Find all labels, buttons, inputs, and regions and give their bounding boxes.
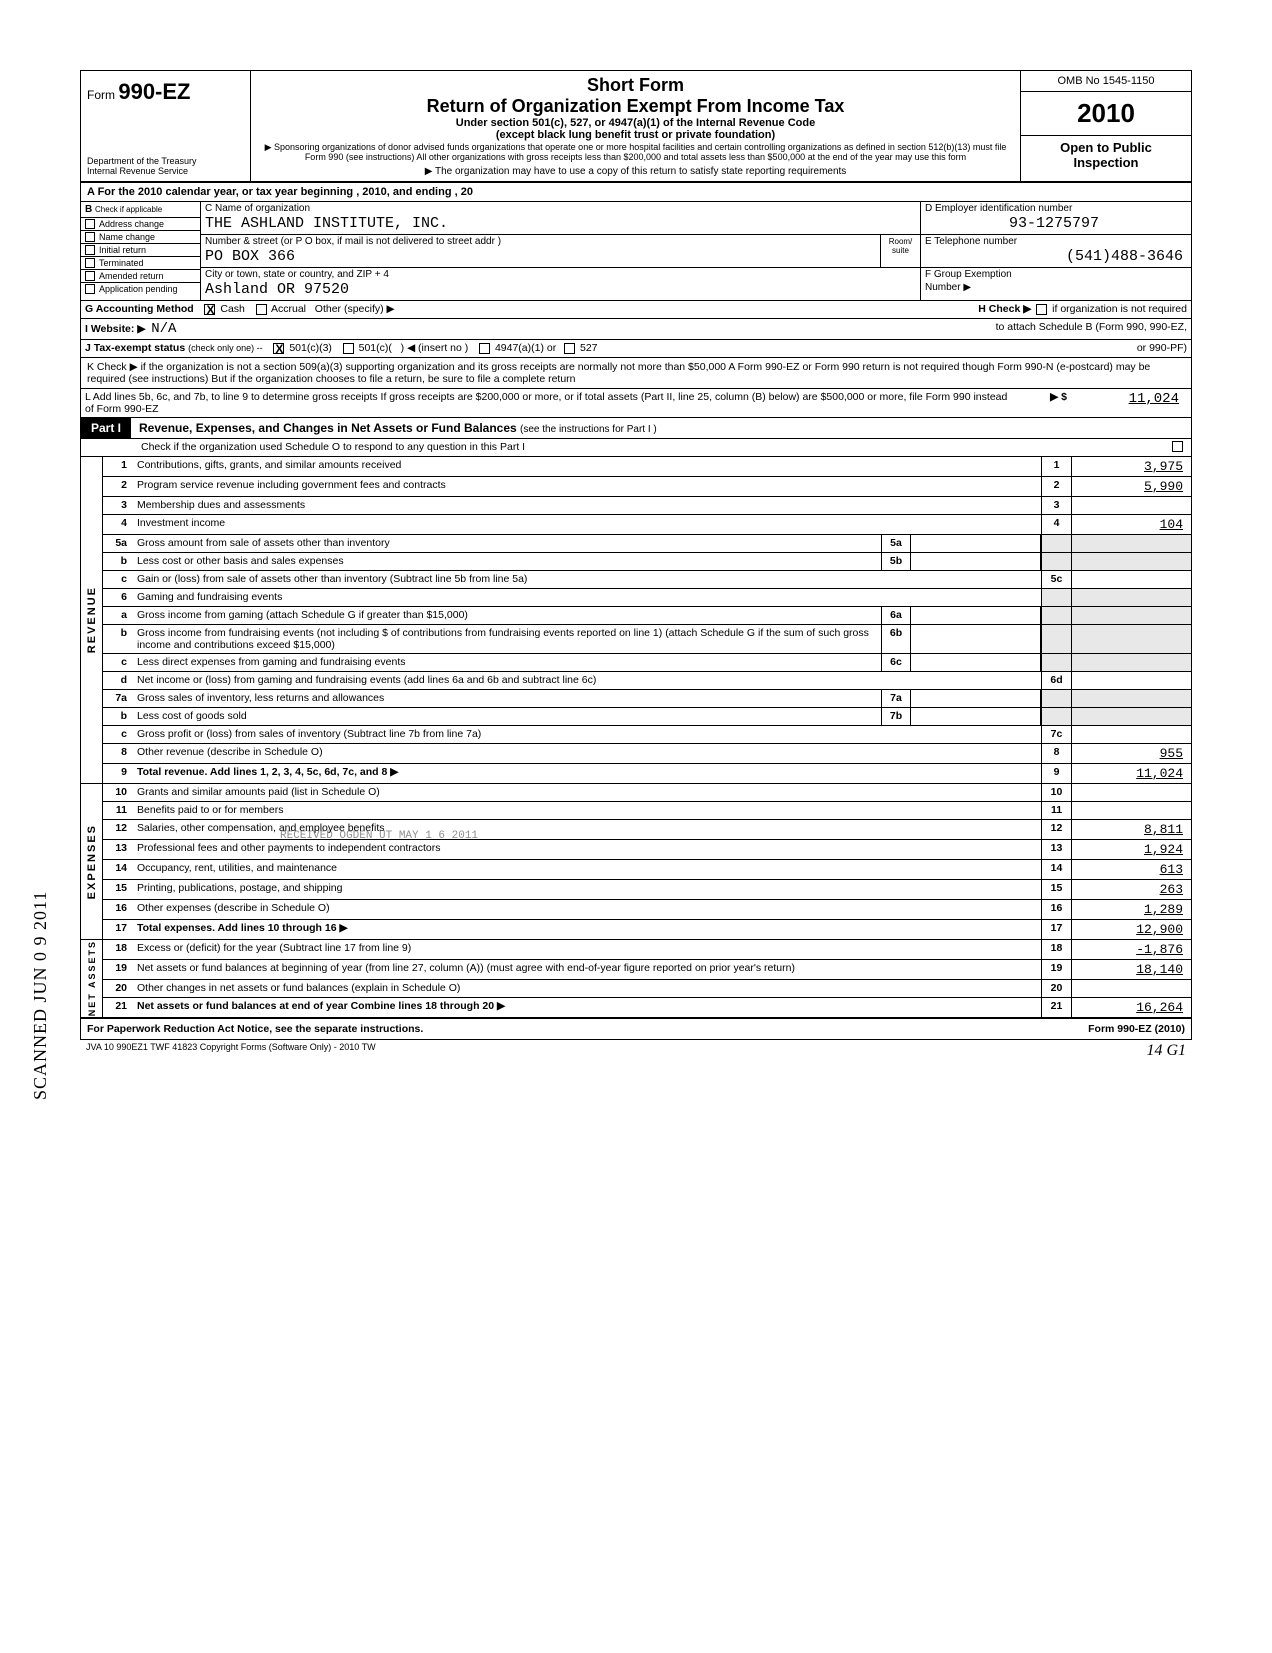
handwritten-note: 14 G1	[1146, 1042, 1186, 1060]
table-row: 14Occupancy, rent, utilities, and mainte…	[103, 860, 1191, 880]
table-row: cGross profit or (loss) from sales of in…	[103, 726, 1191, 744]
table-row: 11Benefits paid to or for members11	[103, 802, 1191, 820]
table-row: 4Investment income4104	[103, 515, 1191, 535]
chk-cash[interactable]	[204, 304, 215, 315]
table-row: bLess cost or other basis and sales expe…	[103, 553, 1191, 571]
chk-501c3[interactable]	[273, 343, 284, 354]
org-name: THE ASHLAND INSTITUTE, INC.	[201, 215, 920, 234]
department: Department of the Treasury Internal Reve…	[87, 157, 244, 177]
ein-label: D Employer identification number	[921, 202, 1191, 215]
table-row: cGain or (loss) from sale of assets othe…	[103, 571, 1191, 589]
line-i-website: I Website: ▶ N/A to attach Schedule B (F…	[81, 319, 1191, 340]
chk-terminated[interactable]: Terminated	[81, 256, 200, 269]
revenue-section: REVENUE 1Contributions, gifts, grants, a…	[81, 457, 1191, 784]
line-l: L Add lines 5b, 6c, and 7b, to line 9 to…	[81, 389, 1191, 418]
chk-accrual[interactable]	[256, 304, 267, 315]
chk-address-change[interactable]: Address change	[81, 217, 200, 230]
open-inspection: Open to Public Inspection	[1021, 136, 1191, 174]
short-form-label: Short Form	[259, 75, 1012, 96]
table-row: 20Other changes in net assets or fund ba…	[103, 980, 1191, 998]
form-paren: (except black lung benefit trust or priv…	[259, 129, 1012, 141]
form-number: Form 990-EZ	[87, 79, 244, 105]
chk-initial-return[interactable]: Initial return	[81, 243, 200, 256]
table-row: 21Net assets or fund balances at end of …	[103, 998, 1191, 1017]
org-name-label: C Name of organization	[201, 202, 920, 215]
table-row: dNet income or (loss) from gaming and fu…	[103, 672, 1191, 690]
chk-amended[interactable]: Amended return	[81, 269, 200, 282]
table-row: 3Membership dues and assessments3	[103, 497, 1191, 515]
part-1-header: Part I Revenue, Expenses, and Changes in…	[81, 418, 1191, 439]
form-990ez: Form 990-EZ Department of the Treasury I…	[80, 70, 1192, 1040]
table-row: aGross income from gaming (attach Schedu…	[103, 607, 1191, 625]
table-row: 16Other expenses (describe in Schedule O…	[103, 900, 1191, 920]
group-exemption-number: Number ▶	[921, 281, 1191, 294]
table-row: 5aGross amount from sale of assets other…	[103, 535, 1191, 553]
form-subtitle: Under section 501(c), 527, or 4947(a)(1)…	[259, 117, 1012, 129]
omb-number: OMB No 1545-1150	[1021, 71, 1191, 92]
table-row: bLess cost of goods sold7b	[103, 708, 1191, 726]
table-row: bGross income from fundraising events (n…	[103, 625, 1191, 654]
table-row: 19Net assets or fund balances at beginni…	[103, 960, 1191, 980]
room-suite-label: Room/ suite	[880, 235, 920, 267]
form-header: Form 990-EZ Department of the Treasury I…	[81, 71, 1191, 183]
table-row: 7aGross sales of inventory, less returns…	[103, 690, 1191, 708]
section-a-tax-year: A For the 2010 calendar year, or tax yea…	[81, 183, 1191, 202]
net-assets-section: NET ASSETS 18Excess or (deficit) for the…	[81, 940, 1191, 1019]
city-value: Ashland OR 97520	[201, 281, 920, 300]
chk-schedule-o[interactable]	[1172, 441, 1183, 452]
table-row: 2Program service revenue including gover…	[103, 477, 1191, 497]
line-k: K Check ▶ if the organization is not a s…	[81, 358, 1191, 389]
table-row: 9Total revenue. Add lines 1, 2, 3, 4, 5c…	[103, 764, 1191, 783]
chk-sched-b[interactable]	[1036, 304, 1047, 315]
group-exemption-label: F Group Exemption	[921, 268, 1191, 281]
addr-label: Number & street (or P O box, if mail is …	[201, 235, 880, 248]
jva-line: JVA 10 990EZ1 TWF 41823 Copyright Forms …	[80, 1040, 1192, 1062]
addr-value: PO BOX 366	[201, 248, 880, 267]
ein-value: 93-1275797	[921, 215, 1191, 234]
table-row: 6Gaming and fundraising events	[103, 589, 1191, 607]
line-j-tax-exempt: J Tax-exempt status (check only one) -- …	[81, 340, 1191, 358]
table-row: 18Excess or (deficit) for the year (Subt…	[103, 940, 1191, 960]
table-row: 8Other revenue (describe in Schedule O)8…	[103, 744, 1191, 764]
table-row: 13Professional fees and other payments t…	[103, 840, 1191, 860]
table-row: cLess direct expenses from gaming and fu…	[103, 654, 1191, 672]
org-info-block: B Check if applicable Address change Nam…	[81, 202, 1191, 301]
chk-application-pending[interactable]: Application pending	[81, 282, 200, 295]
chk-527[interactable]	[564, 343, 575, 354]
line-g-accounting: G Accounting Method Cash Accrual Other (…	[81, 301, 1191, 319]
tel-value: (541)488-3646	[921, 248, 1191, 267]
chk-501c[interactable]	[343, 343, 354, 354]
gross-receipts-value: 11,024	[1067, 391, 1187, 415]
scanned-stamp: SCANNED JUN 0 9 2011	[30, 891, 51, 1100]
table-row: 15Printing, publications, postage, and s…	[103, 880, 1191, 900]
table-row: 17Total expenses. Add lines 10 through 1…	[103, 920, 1191, 939]
tax-year: 2010	[1021, 92, 1191, 136]
table-row: 12Salaries, other compensation, and empl…	[103, 820, 1191, 840]
check-if-applicable: B Check if applicable Address change Nam…	[81, 202, 201, 300]
city-label: City or town, state or country, and ZIP …	[201, 268, 920, 281]
tel-label: E Telephone number	[921, 235, 1191, 248]
sponsor-note: ▶ Sponsoring organizations of donor advi…	[259, 143, 1012, 163]
table-row: 1Contributions, gifts, grants, and simil…	[103, 457, 1191, 477]
table-row: 10Grants and similar amounts paid (list …	[103, 784, 1191, 802]
state-note: ▶ The organization may have to use a cop…	[259, 166, 1012, 177]
chk-name-change[interactable]: Name change	[81, 230, 200, 243]
part-1-schedule-o-check: Check if the organization used Schedule …	[81, 439, 1191, 457]
chk-4947[interactable]	[479, 343, 490, 354]
expenses-section: EXPENSES 10Grants and similar amounts pa…	[81, 784, 1191, 940]
footer: For Paperwork Reduction Act Notice, see …	[81, 1019, 1191, 1039]
form-title: Return of Organization Exempt From Incom…	[259, 96, 1012, 117]
